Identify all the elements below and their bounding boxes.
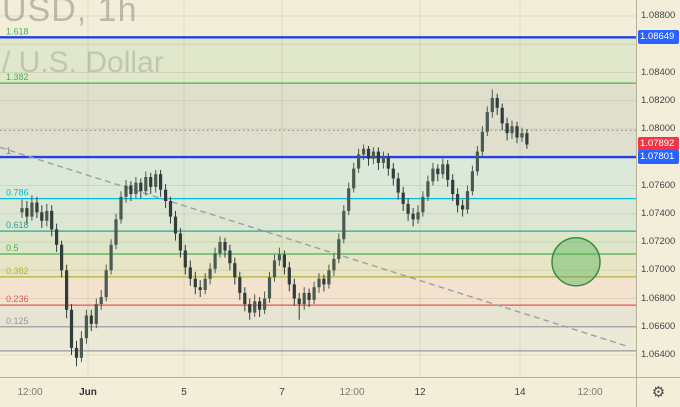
time-label: 7 [279,387,285,398]
time-label: 12 [414,387,426,398]
price-tick: 1.08400 [641,66,676,78]
price-tick: 1.07000 [641,264,676,276]
fib-label: 1.382 [6,72,29,82]
price-axis[interactable]: 1.08800 1.08400 1.08200 1.08000 1.07600 1.074… [636,0,680,377]
fib-label: 1.618 [6,26,29,36]
fib-label: 0.125 [6,316,29,326]
fib-label: 0.786 [6,188,29,198]
price-tick: 1.07600 [641,179,676,191]
price-badge: 1.08649 [638,30,679,45]
ellipse-annotation[interactable] [551,237,601,287]
price-badge: 1.07892 [638,137,679,152]
fib-label: 0.382 [6,266,29,276]
axis-corner: ⚙ [636,377,680,407]
price-tick: 1.07400 [641,207,676,219]
price-tick: 1.06600 [641,320,676,332]
price-badge: 1.07801 [638,150,679,165]
symbol-watermark-line1: USD, 1h [2,0,138,29]
time-label: Jun [79,387,97,398]
time-label: 12:00 [577,387,603,398]
settings-gear-icon[interactable]: ⚙ [651,384,666,401]
time-label: 12:00 [17,387,43,398]
fib-label: 0.5 [6,243,19,253]
price-tick: 1.06800 [641,292,676,304]
price-tick: 1.08800 [641,10,676,21]
time-label: 14 [514,387,526,398]
time-label: 12:00 [339,387,365,398]
candlestick-series [20,89,529,367]
fib-label: 0.236 [6,294,29,304]
price-tick: 1.07200 [641,236,676,247]
price-tick: 1.06400 [641,349,676,360]
fib-label: 1 [6,146,11,156]
time-label: 5 [181,387,187,398]
price-tick: 1.08200 [641,94,676,106]
symbol-watermark-line2: / U.S. Dollar [2,46,164,80]
fib-bands [0,37,636,351]
time-axis[interactable]: 12:00 Jun 5 7 12:00 12 14 12:00 [0,377,636,407]
price-tick: 1.08000 [641,123,676,134]
chart-svg[interactable]: 1.618 1.382 1 0.786 0.618 0.5 0.382 0.236 0.125 [0,0,636,377]
fib-label: 0.618 [6,220,29,230]
chart-pane[interactable]: USD, 1h / U.S. Dollar 1.618 1.382 1 0.786 0.… [0,0,636,377]
